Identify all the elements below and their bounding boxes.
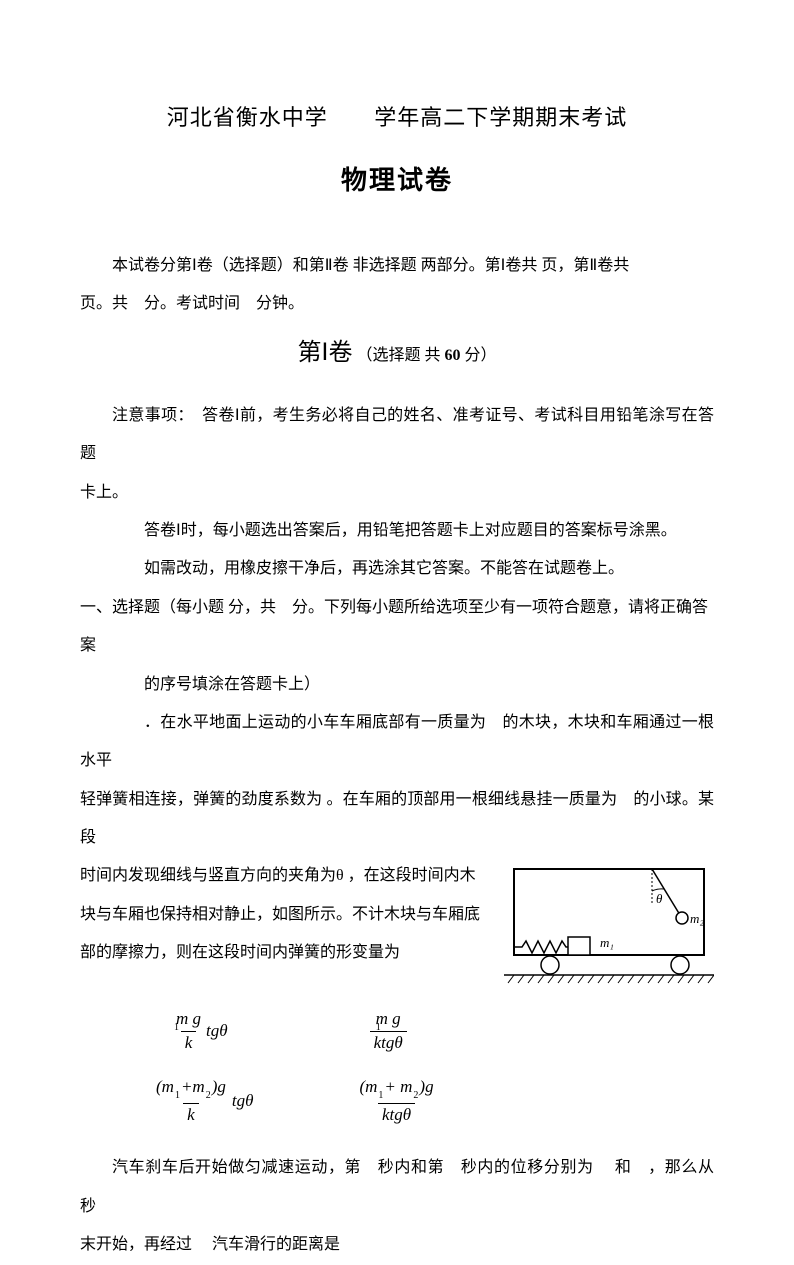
fb-den: ktgθ (374, 1033, 403, 1052)
fb-sub: 1 (376, 1022, 381, 1033)
notes-lead2: 卡上。 (80, 474, 714, 512)
part-suffix-a: （选择题 共 (357, 347, 445, 364)
theta-label: θ (656, 891, 663, 906)
fc-post: tgθ (232, 1091, 254, 1111)
formula-d: (m1+ m2)g ktgθ (353, 1077, 439, 1125)
formula-row-2: (m1+m2)g k tgθ (m1+ m2)g ktgθ (150, 1077, 714, 1125)
fd-num-r: )g (419, 1077, 433, 1096)
part-header: 第Ⅰ卷 （选择题 共 60 分） (80, 332, 714, 367)
fd-num-m: + m (384, 1077, 412, 1096)
fd-sub2: 2 (413, 1090, 418, 1101)
fa-post: tgθ (206, 1021, 228, 1041)
part-suffix-b: 分） (461, 347, 497, 364)
fc-sub1: 1 (175, 1090, 180, 1101)
section1-head: 一、选择题（每小题 分，共 分。下列每小题所给选项至少有一项符合题意，请将正确答… (80, 589, 714, 666)
part-points: 60 (445, 347, 461, 364)
q2-p1: 汽车刹车后开始做匀减速运动，第 秒内和第 秒内的位移分别为 和 ，那么从 秒 (80, 1149, 714, 1226)
formula-a: m g k 1 tgθ (170, 1009, 228, 1053)
notes-1: 答卷Ⅰ时，每小题选出答案后，用铅笔把答题卡上对应题目的答案标号涂黑。 (80, 512, 714, 550)
school-name: 河北省衡水中学 (167, 100, 328, 132)
section1-head2: 的序号填涂在答题卡上） (80, 666, 714, 704)
fc-sub2: 2 (206, 1090, 211, 1101)
intro-line-2: 页。共 分。考试时间 分钟。 (80, 285, 714, 323)
m1-label: m₁ (600, 935, 614, 950)
fa-sub: 1 (174, 1022, 179, 1033)
fc-num-r: )g (212, 1077, 226, 1096)
part-prefix: 第Ⅰ卷 (297, 340, 352, 366)
formula-row-1: m g k 1 tgθ m g ktgθ 1 (170, 1009, 714, 1053)
fc-num-l: (m (156, 1077, 174, 1096)
formula-b: m g ktgθ 1 (368, 1009, 416, 1053)
formula-c: (m1+m2)g k tgθ (150, 1077, 253, 1125)
fd-sub1: 1 (378, 1090, 383, 1101)
fd-num-l: (m (359, 1077, 377, 1096)
m2-label: m₂ (690, 911, 704, 926)
q1-p1: ．在水平地面上运动的小车车厢底部有一质量为 的木块，木块和车厢通过一根水平 (80, 704, 714, 781)
term-name: 学年高二下学期期末考试 (374, 100, 627, 132)
intro-line-1: 本试卷分第Ⅰ卷（选择题）和第Ⅱ卷 非选择题 两部分。第Ⅰ卷共 页，第Ⅱ卷共 (80, 247, 714, 285)
q1-p2: 轻弹簧相连接，弹簧的劲度系数为 。在车厢的顶部用一根细线悬挂一质量为 的小球。某… (80, 781, 714, 858)
fa-num: m g (176, 1009, 201, 1028)
q1-diagram: θ m₂ m₁ (504, 861, 714, 989)
q2-p2: 末开始，再经过 汽车滑行的距离是 (80, 1226, 714, 1264)
fc-num-m: +m (181, 1077, 205, 1096)
cart-diagram-svg: θ m₂ m₁ (504, 861, 714, 989)
notes-lead: 注意事项： 答卷Ⅰ前，考生务必将自己的姓名、准考证号、考试科目用铅笔涂写在答题 (80, 397, 714, 474)
fa-den: k (185, 1033, 193, 1052)
subject-title: 物理试卷 (80, 160, 714, 197)
header-line: 河北省衡水中学 学年高二下学期期末考试 (80, 100, 714, 132)
notes-2: 如需改动，用橡皮擦干净后，再选涂其它答案。不能答在试题卷上。 (80, 550, 714, 588)
